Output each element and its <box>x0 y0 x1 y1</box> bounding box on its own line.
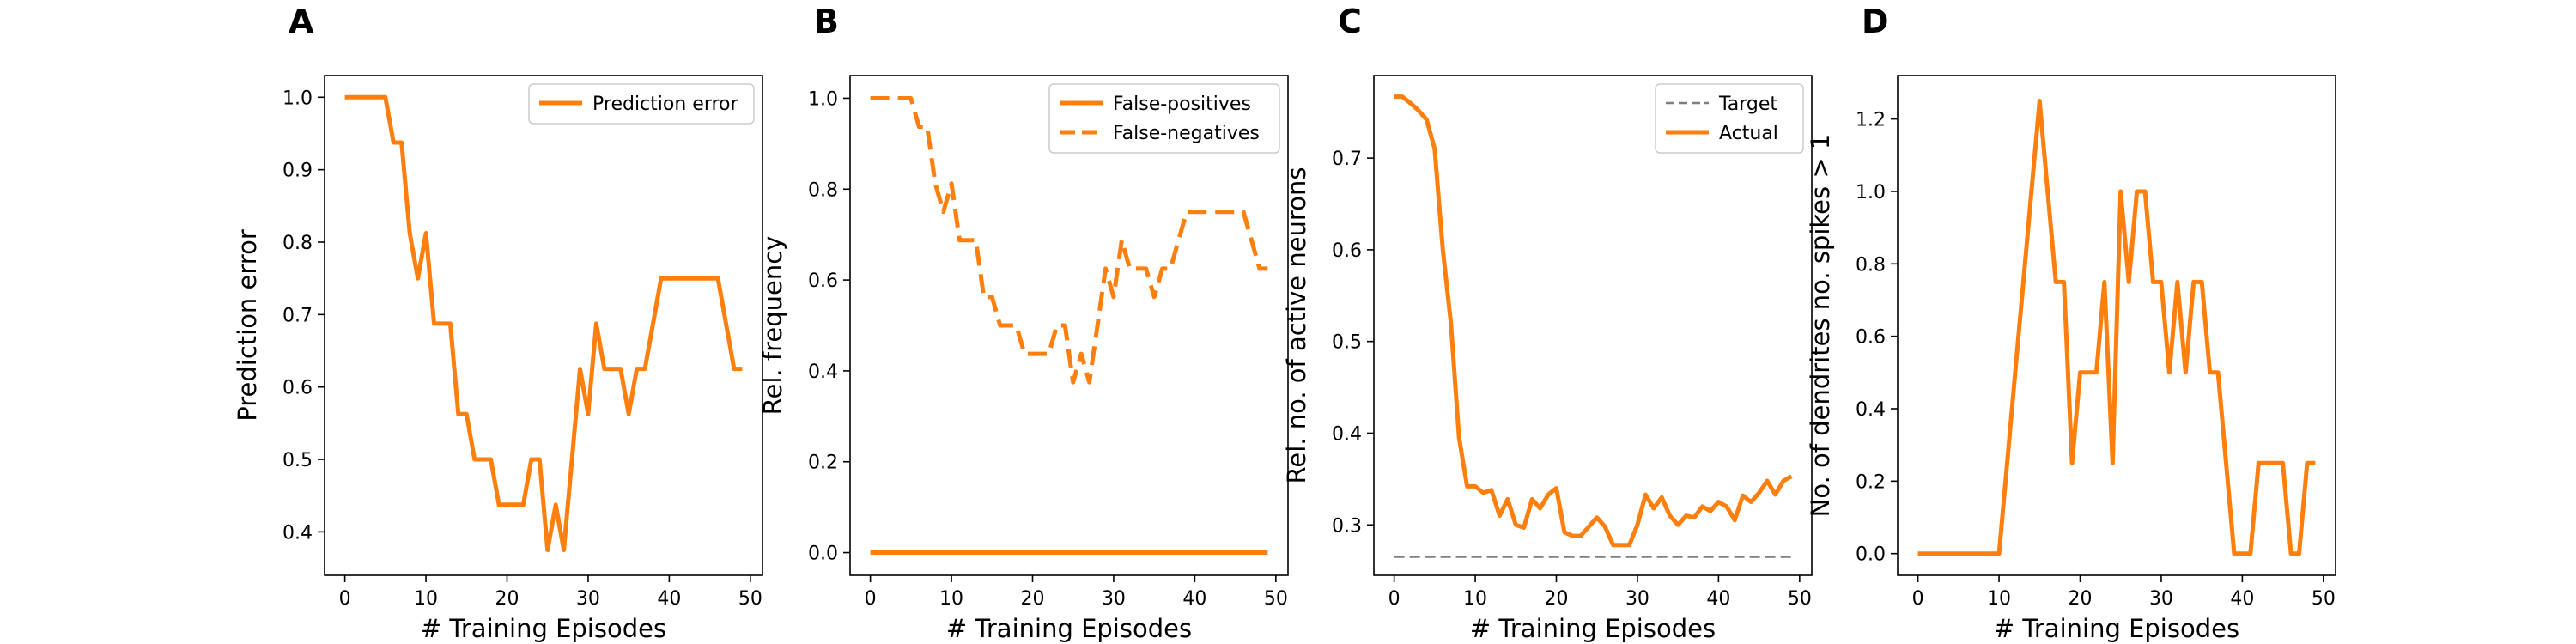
panel-C: C 0 10 20 30 40 50 0.3 0.4 0.5 0.6 0.7 # Training Ep… <box>1282 3 1813 643</box>
y-tick-label: 0.4 <box>283 522 313 544</box>
legend-label: Target <box>1718 94 1777 115</box>
x-tick-label: 0 <box>1388 588 1400 610</box>
y-axis-label: Prediction error <box>233 229 262 422</box>
y-tick-label: 1.0 <box>808 88 838 110</box>
x-axis-label: # Training Episodes <box>946 614 1192 643</box>
series-line-actual <box>1394 94 1793 548</box>
y-tick-label: 1.2 <box>1856 110 1886 131</box>
x-tick-label: 30 <box>2149 588 2173 610</box>
y-tick-label: 0.5 <box>1332 332 1362 354</box>
y-tick-label: 0.8 <box>808 179 838 201</box>
legend-label: False-positives <box>1113 94 1251 115</box>
x-tick-label: 0 <box>1912 588 1924 610</box>
y-tick-label: 0.2 <box>808 453 838 474</box>
axes-frame <box>324 75 763 576</box>
x-tick-label: 0 <box>339 588 351 610</box>
x-tick-label: 30 <box>576 588 600 610</box>
y-tick-label: 0.9 <box>283 161 313 182</box>
x-tick-label: 20 <box>1545 588 1569 610</box>
y-axis-label: No. of dendrites no. spikes > 1 <box>1806 134 1835 518</box>
legend-box <box>1048 83 1280 154</box>
legend-label: False-negatives <box>1113 123 1260 144</box>
y-tick-label: 0.0 <box>1856 544 1886 566</box>
y-tick-label: 0.8 <box>283 233 313 254</box>
x-tick-label: 0 <box>865 588 877 610</box>
series-line-unnamed <box>1917 99 2316 556</box>
x-tick-label: 50 <box>738 588 762 610</box>
panel-letter: C <box>1338 3 1362 40</box>
x-tick-label: 50 <box>2312 588 2336 610</box>
panel-A: A 0 10 20 30 40 50 0.4 0.5 0.6 0.7 0.8 0.9 1.0 # Train… <box>233 3 763 643</box>
y-tick-label: 1.0 <box>283 88 313 109</box>
panel-D: D 0 10 20 30 40 50 0.0 0.2 0.4 0.6 0.8 1.0 1.2 # Train… <box>1806 3 2336 643</box>
legend-label: Actual <box>1719 123 1778 144</box>
series-line-prediction-error <box>344 94 743 552</box>
y-tick-label: 0.4 <box>808 361 838 383</box>
panel-letter: B <box>814 3 839 40</box>
series-line-false-negatives <box>870 96 1268 385</box>
y-tick-label: 0.5 <box>283 450 313 471</box>
legend-box <box>1655 83 1804 154</box>
axes-frame <box>1373 75 1813 576</box>
x-tick-label: 20 <box>495 588 519 610</box>
x-tick-label: 10 <box>414 588 438 610</box>
y-axis-label: Rel. frequency <box>758 236 787 416</box>
x-axis-label: # Training Episodes <box>1470 614 1716 643</box>
y-tick-label: 0.0 <box>808 544 838 565</box>
x-tick-label: 10 <box>1463 588 1487 610</box>
x-tick-label: 20 <box>2069 588 2093 610</box>
panel-letter: D <box>1862 3 1889 40</box>
y-tick-label: 0.4 <box>1332 423 1362 445</box>
x-tick-label: 40 <box>2230 588 2254 610</box>
panel-B: B 0 10 20 30 40 50 0.0 0.2 0.4 0.6 0.8 1.0 # Training… <box>758 3 1289 643</box>
x-tick-label: 20 <box>1021 588 1045 610</box>
x-tick-label: 30 <box>1625 588 1649 610</box>
y-tick-label: 0.8 <box>1856 254 1886 276</box>
y-tick-label: 0.6 <box>283 378 313 399</box>
y-tick-label: 0.7 <box>283 305 313 326</box>
axes-frame <box>849 75 1289 576</box>
x-tick-label: 10 <box>1987 588 2011 610</box>
y-tick-label: 0.6 <box>1856 327 1886 349</box>
x-tick-label: 30 <box>1102 588 1126 610</box>
y-tick-label: 0.6 <box>1332 240 1362 262</box>
legend: Target Actual <box>1655 83 1804 154</box>
panel-letter: A <box>289 3 314 40</box>
x-axis-label: # Training Episodes <box>421 614 666 643</box>
legend: False-positives False-negatives <box>1048 83 1280 154</box>
y-tick-label: 0.2 <box>1856 471 1886 493</box>
legend-box <box>528 83 755 125</box>
y-tick-label: 1.0 <box>1856 182 1886 204</box>
axes-frame <box>1897 75 2336 576</box>
y-tick-label: 0.4 <box>1856 399 1886 421</box>
x-tick-label: 40 <box>1706 588 1730 610</box>
legend: Prediction error <box>528 83 755 125</box>
x-tick-label: 40 <box>1182 588 1206 610</box>
x-tick-label: 50 <box>1264 588 1288 610</box>
y-axis-label: Rel. no. of active neurons <box>1282 167 1311 484</box>
x-axis-label: # Training Episodes <box>1994 614 2239 643</box>
x-tick-label: 40 <box>657 588 681 610</box>
x-tick-label: 50 <box>1788 588 1812 610</box>
y-tick-label: 0.7 <box>1332 149 1362 170</box>
x-tick-label: 10 <box>939 588 963 610</box>
y-tick-label: 0.3 <box>1332 515 1362 537</box>
y-tick-label: 0.6 <box>808 270 838 292</box>
legend-label: Prediction error <box>592 94 738 115</box>
